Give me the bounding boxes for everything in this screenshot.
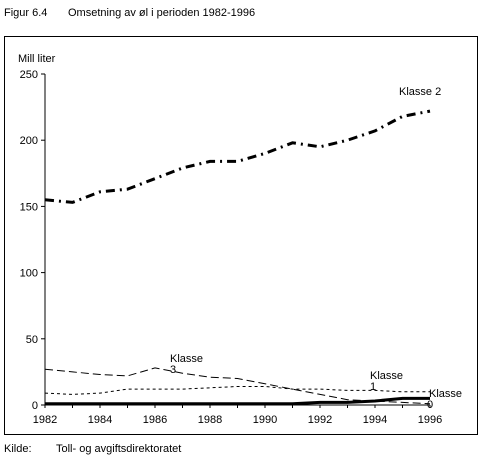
series-line-klasse-0: [45, 396, 430, 406]
y-tick-label: 200: [20, 135, 38, 147]
axes: 0 50 100 150 200 250 1982 1984 1986 1988 1990 1992 1…: [20, 69, 443, 426]
figure-title: Omsetning av øl i perioden 1982-1996: [68, 7, 256, 19]
chart-frame: [4, 36, 478, 435]
series-annotation: Klasse 2: [399, 86, 441, 98]
x-tick-label: 1986: [143, 414, 167, 426]
x-tick-label: 1990: [253, 414, 277, 426]
y-tick-label: 150: [20, 201, 38, 213]
figure-number: Figur 6.4: [4, 7, 48, 19]
series-line-klasse-2: [44, 109, 431, 204]
y-axis-label: Mill liter: [18, 53, 56, 65]
y-tick-label: 100: [20, 268, 38, 280]
x-tick-label: 1994: [363, 414, 387, 426]
source-label: Kilde:: [4, 443, 32, 455]
series-line-klasse-1: [44, 386, 430, 395]
source-text: Toll- og avgiftsdirektoratet: [56, 443, 182, 455]
x-tick-label: 1982: [33, 414, 57, 426]
series-annotation: 3: [170, 364, 176, 376]
y-tick-label: 250: [20, 69, 38, 81]
series-annotation: 1: [370, 381, 376, 393]
x-tick-label: 1992: [308, 414, 332, 426]
series-annotation: 0: [427, 399, 433, 411]
y-tick-label: 0: [32, 400, 38, 412]
series-layer: [44, 109, 431, 406]
x-tick-label: 1988: [198, 414, 222, 426]
series-annotation: Klasse: [370, 370, 403, 382]
x-tick-label: 1996: [418, 414, 442, 426]
series-annotation: Klasse: [429, 388, 462, 400]
y-tick-label: 50: [26, 334, 38, 346]
x-tick-label: 1984: [88, 414, 112, 426]
series-annotation: Klasse: [170, 353, 203, 365]
